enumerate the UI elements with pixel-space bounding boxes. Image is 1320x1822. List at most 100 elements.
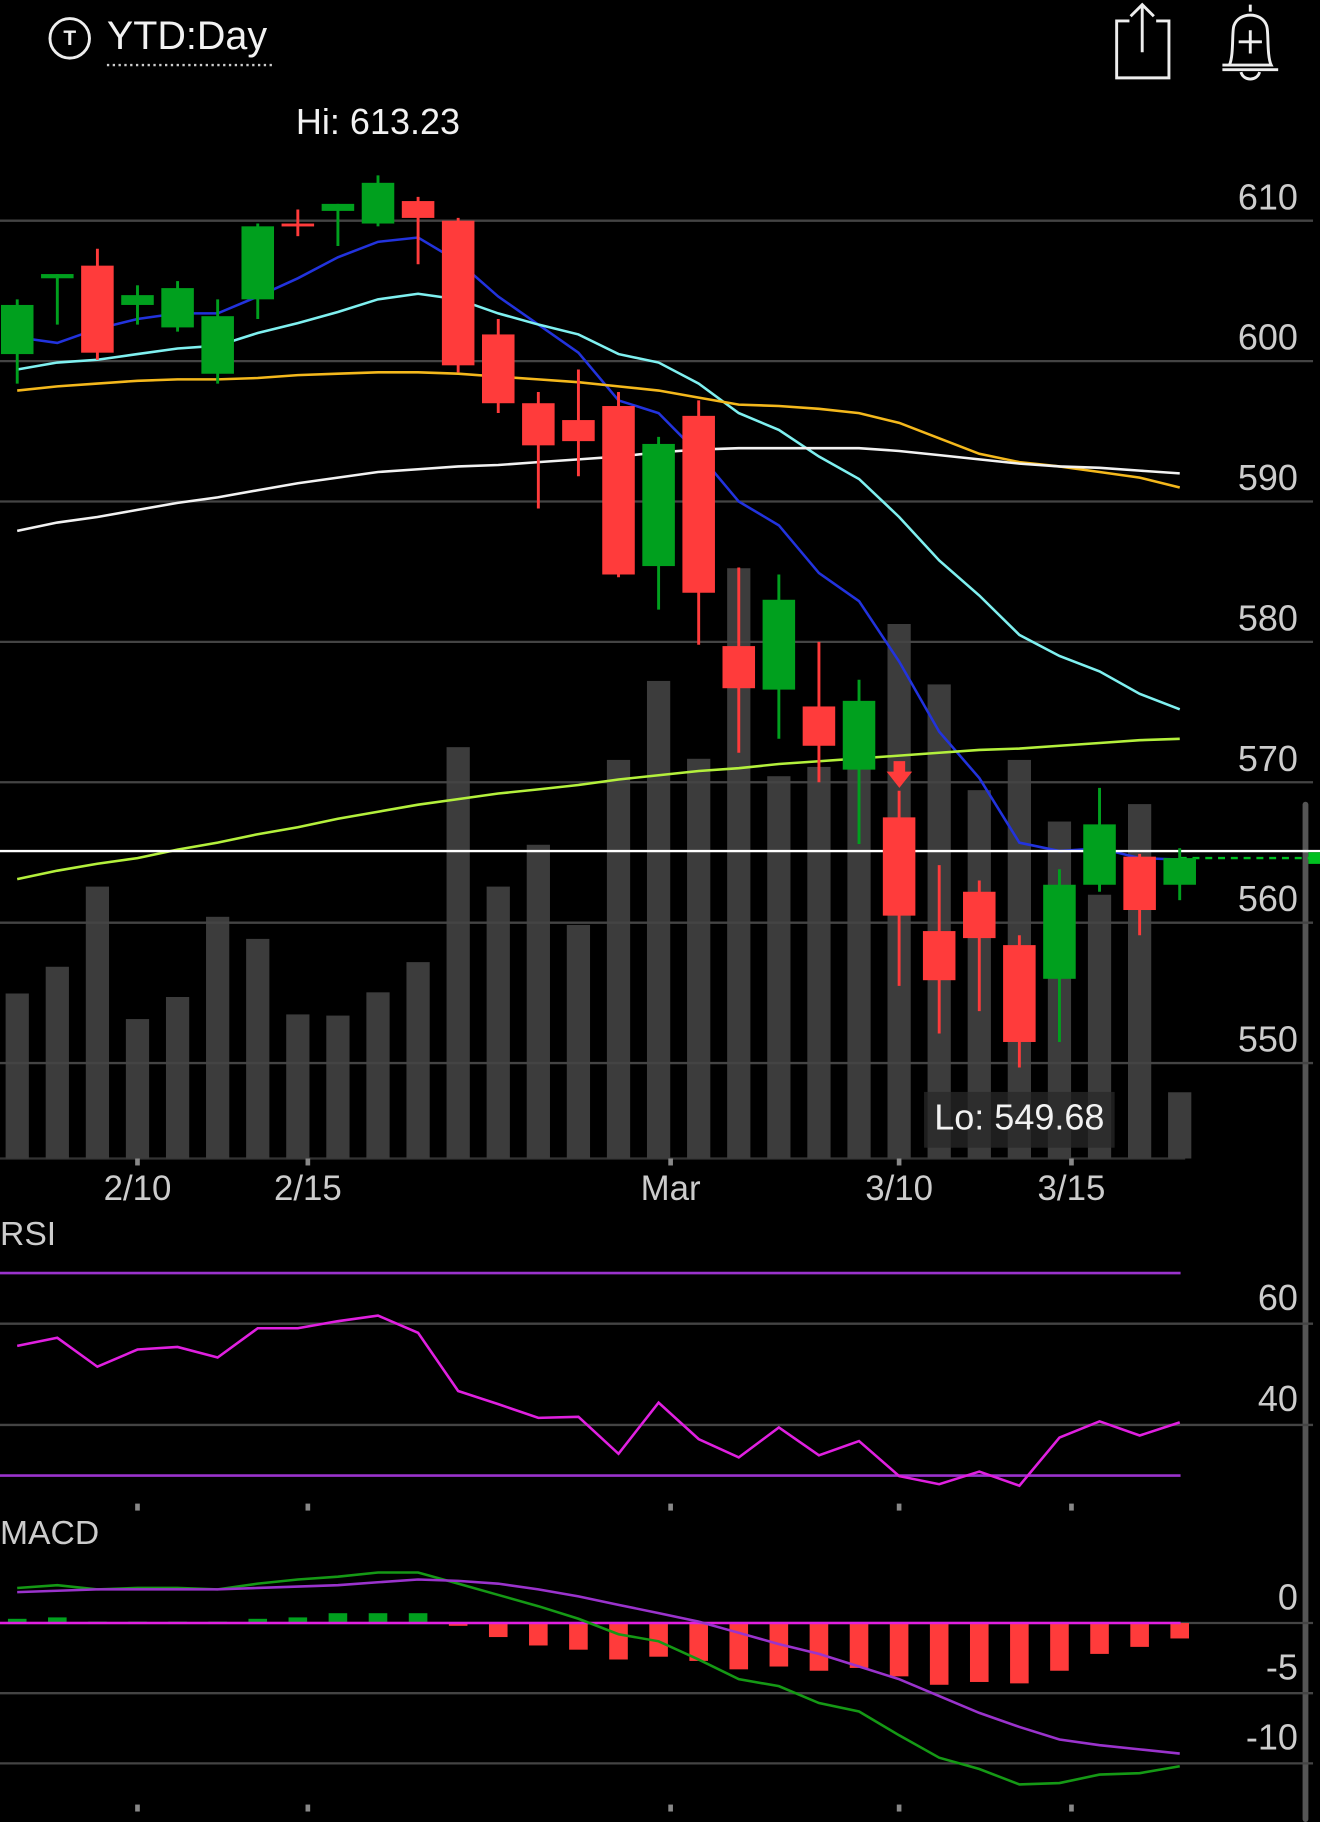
x-tick-label: Mar [641,1169,701,1208]
y-tick-label: -5 [1266,1646,1298,1687]
x-tick-label: 3/15 [1038,1169,1106,1208]
volume-bar [807,766,831,1159]
high-label: Hi: 613.23 [296,101,460,142]
y-tick-label: 570 [1238,738,1298,779]
bell-plus [1238,30,1262,54]
panel-title: RSI [0,1216,56,1253]
macd-histogram-bar [488,1623,508,1638]
candle-body [682,415,715,593]
volume-bar [366,992,390,1159]
volume-bar [286,1014,310,1159]
candle-body [41,274,74,279]
volume-bar [646,680,671,1159]
x-tick-label: 2/10 [104,1169,172,1208]
y-tick-label: 600 [1238,317,1298,358]
candle-body [522,403,555,446]
y-tick-label: 590 [1238,457,1298,498]
volume-bar [5,993,29,1159]
candle-body [842,700,876,770]
macd-histogram-bar [48,1617,67,1624]
macd-histogram-bar [649,1623,668,1657]
volume-bar [326,1015,350,1159]
alert-button[interactable] [1222,4,1279,81]
macd-histogram-bar [889,1623,909,1677]
candle-body [1123,856,1156,911]
candle-body [281,223,315,227]
x-tick-label: 3/10 [865,1169,933,1208]
candle-body [441,220,475,366]
macd-histogram-bar [1090,1623,1109,1654]
symbol-icon-letter: T [63,27,76,50]
volume-bar [165,996,190,1159]
volume-bar [566,924,591,1159]
indicator-line [16,1314,1181,1488]
macd-histogram-bar [929,1623,949,1685]
low-label-bg [924,1091,1115,1148]
candle-body [481,334,515,404]
volume-bar [1168,1092,1192,1159]
candle-body [401,201,435,218]
candle-body [922,931,956,981]
macd-histogram-bar [248,1618,268,1624]
volume-bar [687,758,711,1159]
volume-bar [125,1019,150,1159]
candle-body [1043,884,1076,979]
volume-bar [446,747,470,1159]
macd-histogram-bar [7,1618,27,1624]
period-title: YTD:Day [107,14,267,58]
volume-bar [606,759,631,1159]
signal-arrow [886,761,913,788]
scrollbar[interactable] [1302,801,1309,1822]
macd-histogram-bar [569,1623,588,1650]
macd-histogram-bar [448,1623,468,1626]
candle-body [321,203,355,211]
volume-bar [406,962,430,1159]
macd-histogram-bar [849,1623,869,1668]
macd-histogram-bar [689,1623,708,1661]
y-tick-label: 0 [1278,1576,1298,1617]
candle-body [963,891,996,939]
indicator-line [17,371,1181,489]
y-tick-label: 580 [1238,597,1298,638]
macd-histogram-bar [1170,1623,1189,1639]
candle-body [882,817,916,916]
macd-histogram-bar [368,1613,388,1624]
volume-bar [246,938,270,1159]
macd-histogram-bar [529,1623,548,1646]
y-tick-label: 550 [1238,1019,1298,1060]
candle-body [602,406,635,575]
indicator-line [17,1578,1180,1755]
macd-histogram-bar [609,1623,628,1660]
symbol-button[interactable]: T YTD:Day [48,14,275,67]
share-button[interactable] [1115,2,1171,80]
volume-bar [206,916,230,1159]
panel-title: MACD [0,1515,99,1552]
macd-histogram-bar [408,1613,428,1624]
macd-histogram-bar [328,1613,348,1624]
share-box [1115,19,1171,80]
indicator-line [16,737,1180,881]
x-tick-label: 2/15 [274,1169,342,1208]
candle-body [722,646,756,689]
y-tick-label: 40 [1258,1378,1298,1419]
y-tick-label: 60 [1258,1277,1298,1318]
bell-icon [1222,4,1279,81]
y-tick-label: 560 [1238,878,1298,919]
macd-histogram-bar [1010,1623,1029,1684]
candle-body [241,226,275,300]
candle-body [161,288,194,328]
last-price-tag [1308,852,1320,864]
y-tick-label: 610 [1238,176,1298,217]
candle-body [361,182,395,224]
volume-bar [85,886,110,1159]
macd-histogram-bar [1130,1623,1149,1647]
candle-body [802,706,836,746]
candle-body [121,295,154,305]
macd-histogram-bar [288,1617,308,1624]
indicator-line [17,236,1180,861]
volume-bar [526,844,550,1159]
low-label: Lo: 549.68 [934,1096,1104,1137]
macd-histogram-bar [809,1623,829,1671]
